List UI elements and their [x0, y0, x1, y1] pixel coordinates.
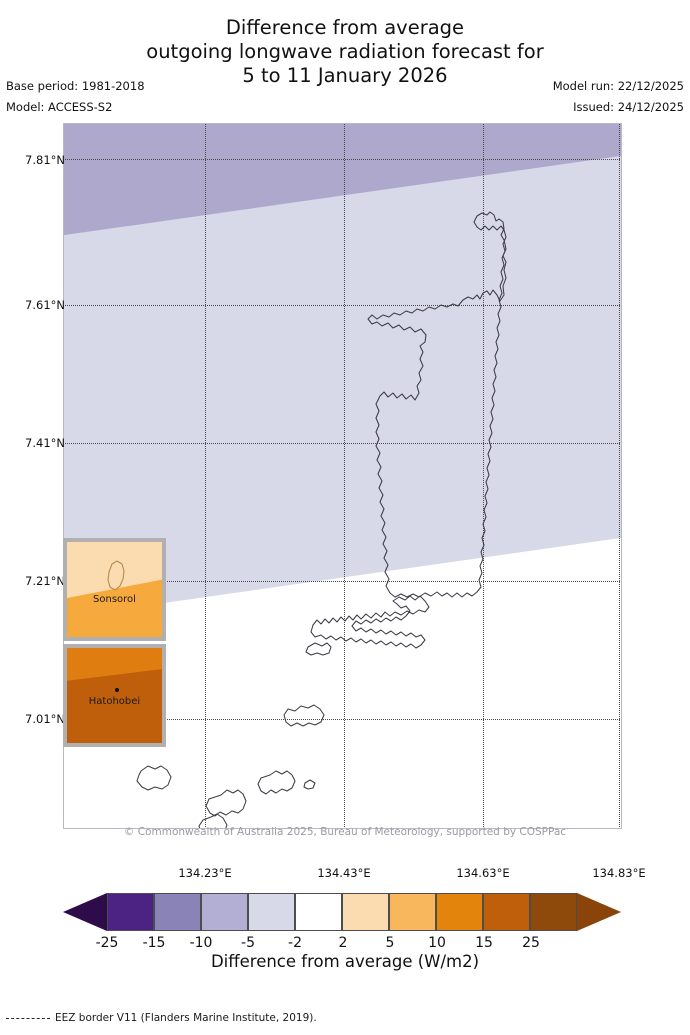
colorbar-band-0: [107, 893, 154, 931]
cb-tick-1: -15: [142, 935, 166, 951]
ylabel-2: 7.41°N: [25, 436, 65, 450]
colorbar-band-9: [530, 893, 577, 931]
cb-tick-4: -2: [288, 935, 302, 951]
attribution-text: © Commonwealth of Australia 2025, Bureau…: [123, 826, 567, 838]
colorbar-bands: [107, 893, 577, 931]
issued-date-text: Issued: 24/12/2025: [573, 100, 684, 114]
ylabel-1: 7.61°N: [25, 298, 65, 312]
xlabel-3: 134.83°E: [592, 866, 646, 880]
colorbar-band-6: [389, 893, 436, 931]
cb-tick-6: 5: [385, 935, 395, 951]
sonsorol-island-shape: [107, 560, 125, 591]
cb-tick-8: 15: [475, 935, 493, 951]
inset-hatohobei[interactable]: Hatohobei: [63, 644, 166, 747]
xlabel-0: 134.23°E: [178, 866, 232, 880]
cb-tick-7: 10: [428, 935, 446, 951]
colorbar: -25 -15 -10 -5 -2 2 5 10 15 25: [63, 893, 623, 951]
ylabel-3: 7.21°N: [25, 574, 65, 588]
header: Difference from average outgoing longwav…: [0, 0, 690, 120]
xlabel-2: 134.63°E: [456, 866, 510, 880]
colorbar-band-5: [342, 893, 389, 931]
cb-tick-5: 2: [338, 935, 348, 951]
cb-tick-3: -5: [241, 935, 255, 951]
coastline-layer: [136, 211, 507, 829]
footer-note-text: EEZ border V11 (Flanders Marine Institut…: [55, 1012, 317, 1024]
xlabel-1: 134.43°E: [317, 866, 371, 880]
cb-tick-9: 25: [522, 935, 540, 951]
page-title: Difference from average outgoing longwav…: [146, 16, 544, 87]
colorbar-band-3: [248, 893, 295, 931]
eez-dash-icon: [6, 1017, 50, 1019]
colorbar-over-arrow: [577, 893, 621, 931]
cb-tick-0: -25: [95, 935, 119, 951]
ylabel-4: 7.01°N: [25, 712, 65, 726]
colorbar-band-2: [201, 893, 248, 931]
inset-sonsorol[interactable]: Sonsorol: [63, 538, 166, 641]
model-run-text: Model run: 22/12/2025: [552, 79, 684, 93]
colorbar-band-8: [483, 893, 530, 931]
footer-note: EEZ border V11 (Flanders Marine Institut…: [6, 1012, 317, 1024]
colorbar-under-arrow: [63, 893, 107, 931]
sonsorol-label: Sonsorol: [93, 594, 136, 605]
hatohobei-anomaly-wedge: [67, 648, 162, 682]
colorbar-band-4: [295, 893, 342, 931]
colorbar-band-1: [154, 893, 201, 931]
model-name-text: Model: ACCESS-S2: [6, 100, 113, 114]
colorbar-band-7: [436, 893, 483, 931]
cb-tick-2: -10: [189, 935, 213, 951]
hatohobei-label: Hatohobei: [88, 696, 141, 707]
colorbar-title: Difference from average (W/m2): [210, 952, 480, 971]
ylabel-0: 7.81°N: [25, 153, 65, 167]
base-period-text: Base period: 1981-2018: [6, 79, 145, 93]
hatohobei-point-marker: [115, 688, 119, 692]
